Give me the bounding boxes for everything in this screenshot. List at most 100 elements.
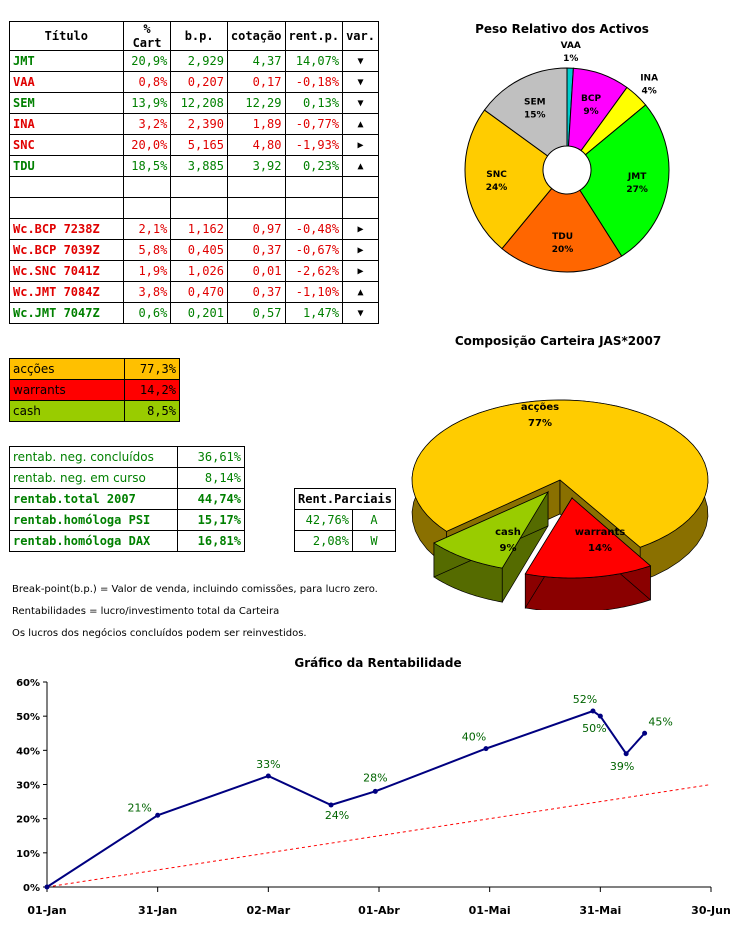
return-value: 36,61%: [177, 446, 245, 468]
allocation-value: 14,2%: [124, 379, 180, 401]
data-point: [642, 730, 648, 736]
asset-pct: 5,8%: [122, 239, 172, 261]
asset-name: TDU: [9, 155, 124, 177]
slice-sem: [483, 67, 568, 157]
asset-pct: [122, 176, 172, 198]
asset-quote: [226, 197, 286, 219]
partial-value: 42,76%: [294, 509, 353, 531]
slice-value: 15%: [524, 111, 546, 121]
asset-return: 1,47%: [284, 302, 344, 324]
return-series-line: [46, 709, 646, 888]
asset-quote: 0,37: [226, 239, 286, 261]
asset-return: -2,62%: [284, 260, 344, 282]
slice-value: 20%: [552, 245, 574, 255]
doughnut-chart: Peso Relativo dos Activos VAA 1% BCP 9% INA 4…: [464, 22, 670, 273]
data-point: [597, 713, 603, 719]
return-row: rentab.total 2007 44,74%: [9, 488, 245, 510]
data-label: 52%: [573, 693, 597, 706]
portfolio-row: JMT 20,9% 2,929 4,37 14,07% ▼: [9, 50, 379, 72]
trend-line: [46, 784, 712, 888]
y-tick-label: 40%: [16, 746, 40, 757]
asset-pct: 13,9%: [122, 92, 172, 114]
data-label: 21%: [127, 801, 151, 814]
allocation-row: cash 8,5%: [9, 400, 180, 422]
asset-name: SNC: [9, 134, 124, 156]
x-tick-label: 31-Mai: [579, 904, 621, 917]
asset-quote: 1,89: [226, 113, 286, 135]
slice-label: SNC: [486, 170, 507, 180]
slice-jmt: [579, 104, 670, 257]
y-tick-label: 50%: [16, 712, 40, 723]
x-tick-label: 01-Mai: [469, 904, 511, 917]
slice-value: 14%: [588, 543, 612, 554]
slice-value: 1%: [563, 54, 578, 64]
data-label: 50%: [582, 722, 606, 735]
asset-return: -0,67%: [284, 239, 344, 261]
return-value: 16,81%: [177, 530, 245, 552]
arrow-down-icon: ▼: [342, 302, 379, 324]
portfolio-row: TDU 18,5% 3,885 3,92 0,23% ▲: [9, 155, 379, 177]
asset-quote: 3,92: [226, 155, 286, 177]
asset-pct: 2,1%: [122, 218, 172, 240]
arrow-down-icon: ▼: [342, 50, 379, 72]
data-label: 40%: [462, 731, 486, 744]
data-label: 33%: [256, 758, 280, 771]
asset-pct: 20,9%: [122, 50, 172, 72]
asset-name: Wc.JMT 7084Z: [9, 281, 124, 303]
empty-cell: [342, 176, 379, 198]
partial-row: 42,76% A: [294, 509, 396, 531]
x-tick-label: 31-Jan: [138, 904, 177, 917]
data-point: [623, 751, 629, 757]
data-label: 39%: [610, 760, 634, 773]
asset-return: 0,23%: [284, 155, 344, 177]
arrow-right-icon: ▶: [342, 260, 379, 282]
slice-value: 4%: [642, 87, 657, 97]
composition-pie-chart: Composição Carteira JAS*2007 acções 77% wa…: [411, 334, 709, 610]
asset-quote: 4,80: [226, 134, 286, 156]
asset-name: Wc.BCP 7238Z: [9, 218, 124, 240]
x-tick-label: 01-Abr: [358, 904, 400, 917]
asset-pct: 3,2%: [122, 113, 172, 135]
asset-name: [9, 176, 124, 198]
data-label: 24%: [325, 809, 349, 822]
asset-breakpoint: [170, 197, 228, 219]
y-tick-label: 20%: [16, 815, 40, 826]
slice-label: SEM: [524, 98, 546, 108]
allocation-row: acções 77,3%: [9, 358, 180, 380]
doughnut-title: Peso Relativo dos Activos: [475, 22, 649, 36]
return-line-chart: Gráfico da Rentabilidade 0% 10% 20% 30% 40% 5…: [16, 656, 731, 917]
note-returns: Rentabilidades = lucro/investimento tota…: [12, 606, 280, 617]
portfolio-row: Wc.SNC 7041Z 1,9% 1,026 0,01 -2,62% ▶: [9, 260, 379, 282]
y-tick-label: 0%: [23, 883, 40, 894]
asset-return: [284, 197, 344, 219]
data-point: [328, 802, 334, 808]
returns-table: rentab. neg. concluídos 36,61% rentab. neg…: [9, 446, 245, 552]
asset-return: -0,18%: [284, 71, 344, 93]
data-point: [44, 884, 50, 890]
asset-breakpoint: 0,207: [170, 71, 228, 93]
return-value: 8,14%: [177, 467, 245, 489]
portfolio-row: Wc.JMT 7084Z 3,8% 0,470 0,37 -1,10% ▲: [9, 281, 379, 303]
arrow-right-icon: ▶: [342, 239, 379, 261]
asset-quote: 0,37: [226, 281, 286, 303]
portfolio-row: Wc.BCP 7039Z 5,8% 0,405 0,37 -0,67% ▶: [9, 239, 379, 261]
asset-breakpoint: 3,885: [170, 155, 228, 177]
slice-tdu: [501, 187, 623, 273]
allocation-label: warrants: [9, 379, 125, 401]
x-tick-label: 01-Jan: [27, 904, 66, 917]
return-row: rentab.homóloga PSI 15,17%: [9, 509, 245, 531]
slice-value: 9%: [500, 543, 517, 554]
partial-code: W: [352, 530, 396, 552]
asset-pct: 1,9%: [122, 260, 172, 282]
arrow-up-icon: ▲: [342, 155, 379, 177]
y-tick-label: 30%: [16, 781, 40, 792]
asset-quote: 12,29: [226, 92, 286, 114]
return-row: rentab. neg. em curso 8,14%: [9, 467, 245, 489]
partial-returns-table: Rent.Parciais 42,76% A 2,08% W: [294, 488, 396, 552]
arrow-down-icon: ▼: [342, 71, 379, 93]
return-row: rentab. neg. concluídos 36,61%: [9, 446, 245, 468]
slice-value: 9%: [583, 107, 598, 117]
asset-pct: 0,8%: [122, 71, 172, 93]
asset-name: SEM: [9, 92, 124, 114]
empty-cell: [342, 197, 379, 219]
